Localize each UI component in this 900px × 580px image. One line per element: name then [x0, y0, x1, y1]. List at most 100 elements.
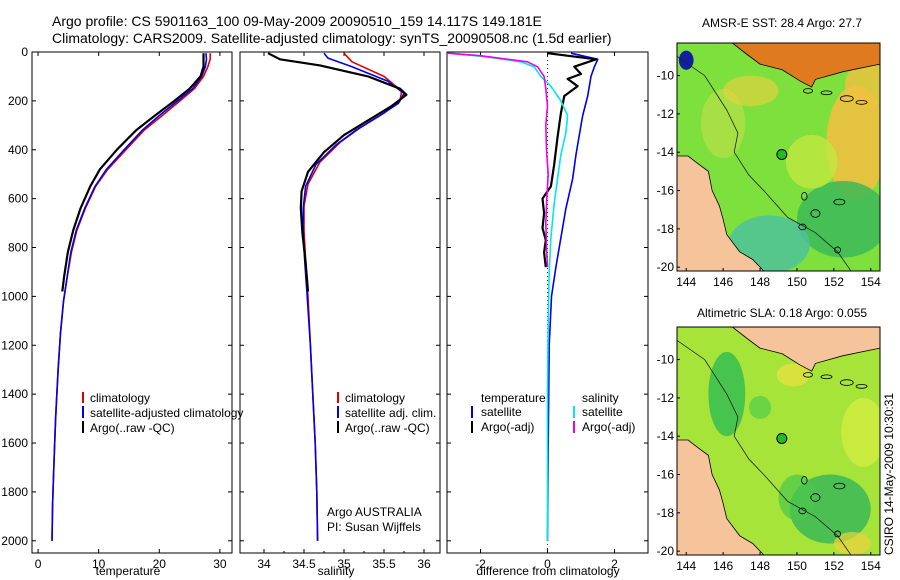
map-xtick-label: 150	[787, 275, 807, 289]
secondary-marker	[834, 246, 841, 254]
map-xtick-label: 154	[861, 275, 881, 289]
reef-outline	[810, 209, 821, 218]
difference-legend: temperature salinity satellite Argo(-adj…	[471, 391, 635, 434]
xlabel-salinity: salinity	[318, 564, 355, 578]
map-xtick-label: 148	[750, 559, 770, 573]
map-xtick-label: 150	[787, 559, 807, 573]
field-patch	[796, 180, 880, 258]
legend-sal-sat: satellite	[582, 405, 623, 419]
field-patch	[841, 397, 880, 467]
reef-outline	[801, 476, 808, 485]
series-line-salinity-argo	[446, 52, 549, 268]
sst-map: 144 146 148 150 152 154 -10 -12 -14 -16 -18 -20	[657, 42, 881, 289]
xtick-label: 34	[257, 557, 271, 571]
salinity-frame	[239, 51, 441, 554]
xtick-label: 34.5	[292, 557, 316, 571]
series-line-satellite	[51, 53, 208, 541]
series-line-temperature-argo	[541, 52, 598, 268]
map-xtick-label: 144	[676, 275, 696, 289]
field-patch	[700, 88, 746, 158]
ytick-label: 600	[8, 192, 28, 206]
xtick-label: 36	[417, 557, 431, 571]
map-frame	[676, 42, 881, 272]
legend-sal-climatology: climatology	[345, 391, 405, 405]
map-xtick-label: 152	[824, 275, 844, 289]
xtick-label: -2	[475, 557, 486, 571]
reef-outline	[839, 95, 854, 102]
legend-satellite: satellite-adjusted climatology	[90, 406, 243, 420]
argo-pi: PI: Susan Wijffels	[327, 520, 421, 534]
reef-outline	[820, 374, 833, 380]
map-ytick-label: -18	[657, 222, 675, 236]
xtick-label: 35	[337, 557, 351, 571]
reef-outline	[803, 372, 814, 378]
legend-sal-title: salinity	[582, 391, 619, 405]
salinity-legend: climatology satellite adj. clim. Argo(..…	[327, 391, 436, 534]
map-body	[677, 327, 880, 555]
field-patch	[826, 85, 880, 201]
map-xtick-label: 144	[676, 559, 696, 573]
legend-temp-argo: Argo(-adj)	[481, 420, 534, 434]
field-patch	[776, 363, 810, 387]
ytick-label: 1400	[1, 387, 28, 401]
ytick-label: 0	[21, 45, 28, 59]
series-line-argo-raw-qc-	[267, 52, 408, 292]
map-ytick-label: -20	[657, 544, 675, 558]
legend-temp-sat: satellite	[481, 405, 522, 419]
xtick-label: 35.5	[372, 557, 396, 571]
temperature-panel: 0 200 400 600 800 1000 1200 1400 1600 1800 2000 0 10…	[1, 45, 233, 571]
map-ytick-label: -18	[657, 506, 675, 520]
reef-outline	[810, 493, 821, 502]
land-australia	[677, 155, 765, 271]
ytick-label: 1000	[1, 289, 28, 303]
series-line-satellite	[302, 52, 405, 541]
field-patch	[748, 395, 772, 419]
legend-temp-title: temperature	[481, 391, 546, 405]
map-xtick-label: 154	[861, 559, 881, 573]
argo-position-marker	[776, 432, 788, 444]
map-ytick-label: -10	[657, 69, 675, 83]
ytick-label: 200	[8, 94, 28, 108]
ytick-label: 1800	[1, 485, 28, 499]
ytick-label: 2000	[1, 534, 28, 548]
ytick-label: 400	[8, 143, 28, 157]
map-xtick-label: 152	[824, 559, 844, 573]
xtick-label: 10	[92, 557, 106, 571]
reef-outline	[820, 90, 833, 96]
field-patch	[785, 134, 838, 189]
footer-stamp: CSIRO 14-May-2009 10:30:31	[882, 393, 896, 555]
field-patch	[844, 62, 880, 109]
header-line-1: Argo profile: CS 5901163_100 09-May-2009…	[52, 13, 542, 29]
reef-outline	[803, 88, 814, 94]
legend-sal-argo-adj: Argo(-adj)	[582, 420, 635, 434]
land-new-guinea	[677, 43, 880, 88]
series-line-temperature-satellite	[546, 52, 599, 541]
sla-map: 144 146 148 150 152 154 -10 -12 -14 -16 -18 -20	[657, 326, 881, 573]
xtick-label: 2	[611, 557, 618, 571]
reef-outline	[855, 384, 868, 389]
legend-argo: Argo(..raw -QC)	[90, 421, 175, 435]
reef-outline	[833, 198, 846, 206]
argo-position-marker	[776, 148, 788, 160]
temperature-legend: climatology satellite-adjusted climatolo…	[82, 391, 243, 435]
xtick-label: 20	[153, 557, 167, 571]
xlabel-difference: difference from climatology	[476, 564, 619, 578]
field-patch	[723, 75, 779, 107]
legend-climatology: climatology	[90, 391, 150, 405]
land-new-guinea	[677, 327, 880, 372]
xlabel-temperature: temperature	[96, 564, 161, 578]
ytick-label: 800	[8, 241, 28, 255]
field-patch	[778, 474, 816, 521]
xtick-label: 0	[544, 557, 551, 571]
map-ytick-label: -20	[657, 260, 675, 274]
reef-outline	[839, 379, 854, 386]
series-line-climatology	[303, 52, 403, 541]
sla-map-title: Altimetric SLA: 0.18 Argo: 0.055	[697, 306, 867, 320]
temperature-frame	[31, 51, 233, 554]
field-patch	[678, 50, 694, 70]
reef-outline	[833, 482, 846, 490]
map-ytick-label: -14	[657, 145, 675, 159]
map-ytick-label: -12	[657, 391, 675, 405]
ytick-label: 1600	[1, 436, 28, 450]
